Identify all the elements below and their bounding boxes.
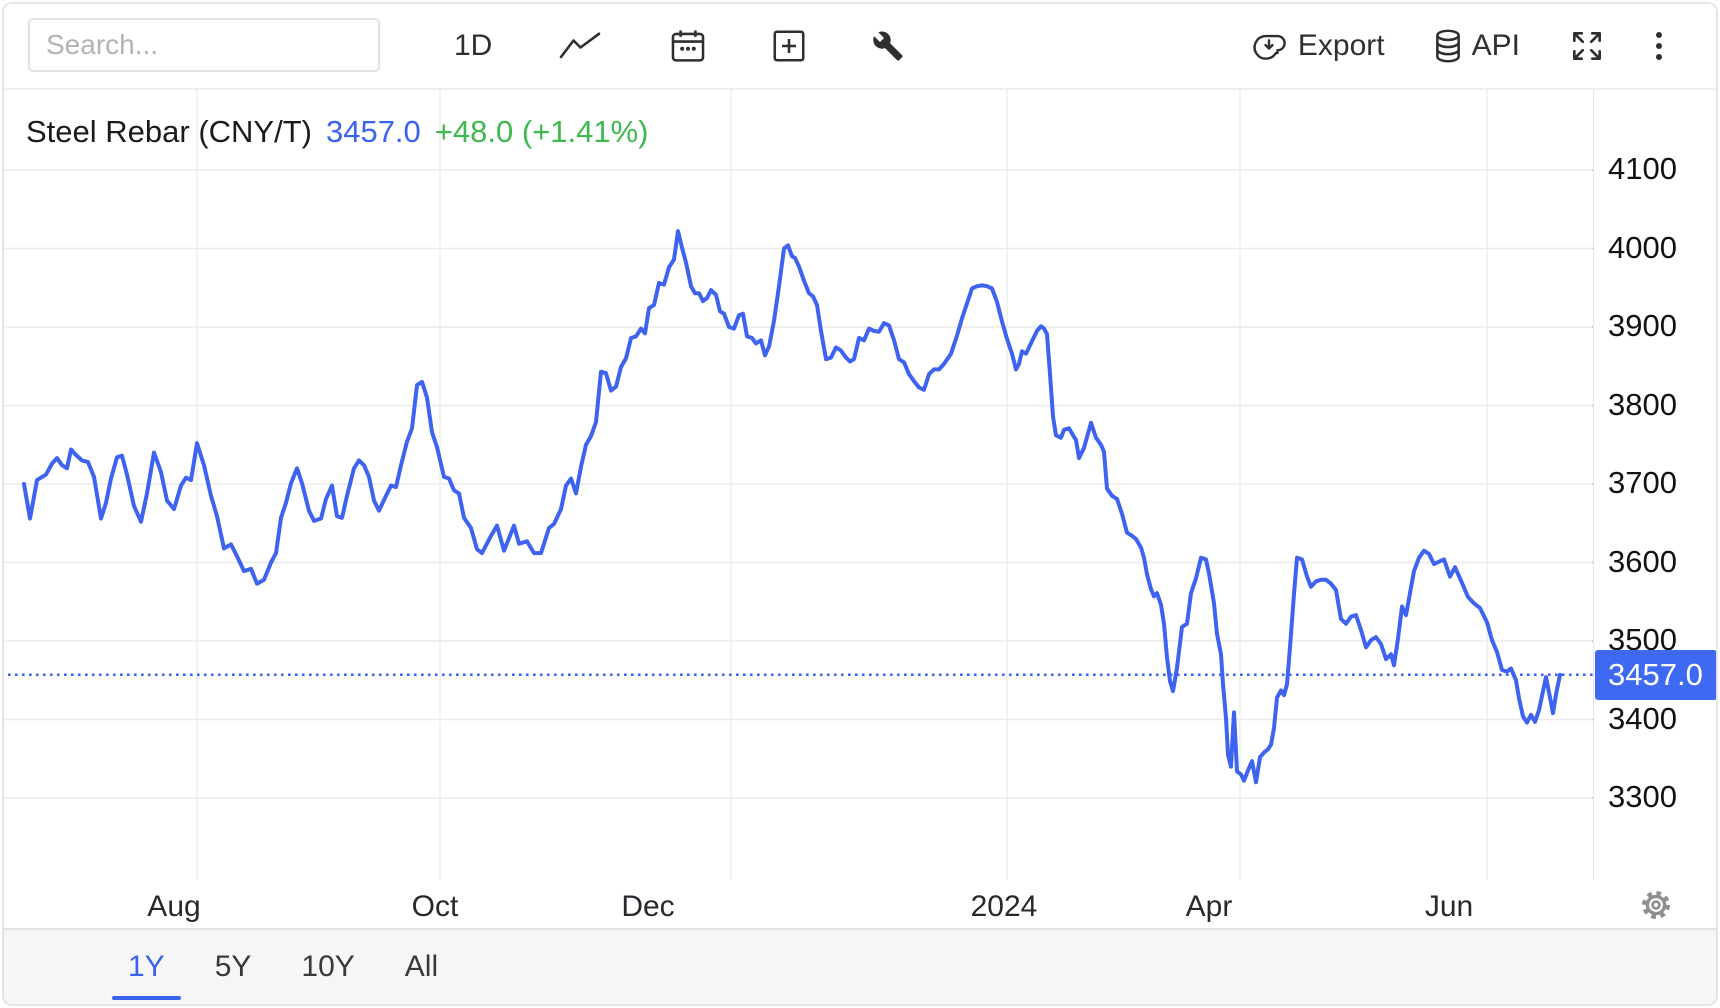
- range-tab-1y[interactable]: 1Y: [112, 930, 181, 1004]
- x-axis-label-jun: Jun: [1424, 890, 1474, 923]
- api-button[interactable]: API: [1433, 29, 1520, 63]
- range-tab-label: 1Y: [128, 950, 165, 983]
- add-indicator-button[interactable]: [772, 29, 806, 63]
- range-tab-label: 5Y: [214, 950, 252, 983]
- line-chart-type-button[interactable]: [558, 31, 604, 61]
- api-label: API: [1471, 29, 1520, 62]
- x-axis-label-oct: Oct: [411, 890, 459, 923]
- cloud-download-icon: [1249, 29, 1289, 63]
- y-axis-label: 3700: [1608, 465, 1677, 500]
- y-axis-label: 3800: [1608, 386, 1677, 422]
- price-change: +48.0 (+1.41%): [434, 114, 649, 149]
- x-axis-label-dec: Dec: [621, 890, 675, 923]
- export-button[interactable]: Export: [1249, 29, 1385, 63]
- instrument-name: Steel Rebar (CNY/T): [26, 114, 312, 149]
- y-axis-label: 3300: [1608, 779, 1677, 814]
- range-tab-5y[interactable]: 5Y: [213, 930, 254, 1004]
- toolbar: 1D: [4, 4, 1716, 90]
- y-axis-label: 3600: [1608, 543, 1677, 579]
- y-axis-label: 4100: [1608, 151, 1677, 186]
- range-tab-10y[interactable]: 10Y: [299, 930, 356, 1004]
- x-axis-label-aug: Aug: [147, 890, 201, 923]
- more-menu-button[interactable]: [1654, 31, 1664, 61]
- search-input[interactable]: [28, 18, 380, 72]
- range-tab-all[interactable]: All: [403, 930, 440, 1004]
- plus-box-icon: [772, 29, 806, 63]
- wrench-icon: [872, 30, 904, 62]
- interval-button[interactable]: 1D: [454, 29, 493, 62]
- export-label: Export: [1297, 29, 1385, 62]
- line-chart-icon: [558, 31, 604, 61]
- x-axis-label-apr: Apr: [1185, 890, 1233, 923]
- x-axis-label-2024: 2024: [970, 890, 1038, 923]
- last-price: 3457.0: [325, 114, 421, 149]
- calendar-icon: [670, 29, 706, 63]
- y-axis-label: 4000: [1608, 229, 1677, 265]
- price-chart-plot[interactable]: [4, 90, 1594, 880]
- active-tab-underline: [112, 996, 181, 1000]
- current-price-badge: 3457.0: [1595, 649, 1716, 700]
- fullscreen-icon: [1568, 27, 1606, 65]
- chart-title: Steel Rebar (CNY/T) 3457.0 +48.0 (+1.41%…: [26, 114, 649, 150]
- y-axis: 4100 4000 3900 3800 3700 3600 3500 3400 3300 3457…: [1594, 90, 1716, 880]
- y-axis-label: 3400: [1608, 700, 1677, 736]
- chart-area: Steel Rebar (CNY/T) 3457.0 +48.0 (+1.41%…: [4, 90, 1716, 880]
- range-tab-bar: 1Y 5Y 10Y All: [4, 928, 1716, 1004]
- x-axis: Aug Oct Dec 2024 Apr Jun: [4, 880, 1716, 930]
- kebab-menu-icon: [1654, 31, 1664, 61]
- price-series-line[interactable]: [22, 229, 1562, 785]
- gear-icon: [1639, 891, 1673, 926]
- y-axis-label: 3900: [1608, 308, 1677, 343]
- fullscreen-button[interactable]: [1568, 27, 1606, 65]
- range-tab-label: All: [404, 950, 439, 983]
- database-icon: [1433, 29, 1463, 63]
- date-range-button[interactable]: [670, 29, 706, 63]
- tools-button[interactable]: [872, 30, 904, 62]
- range-tab-label: 10Y: [301, 950, 355, 983]
- settings-button[interactable]: [1639, 888, 1673, 927]
